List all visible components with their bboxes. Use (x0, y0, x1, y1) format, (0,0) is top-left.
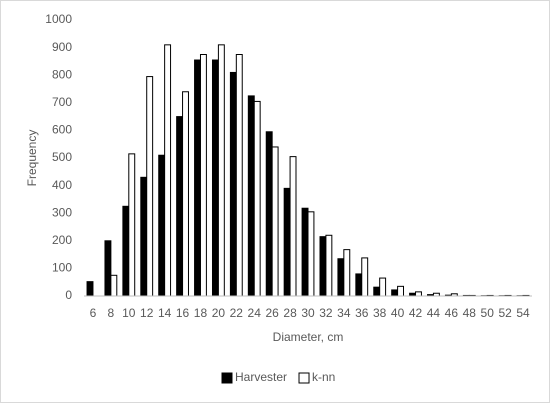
x-axis-title: Diameter, cm (273, 330, 344, 344)
bar (104, 240, 112, 297)
x-tick-label: 30 (301, 306, 315, 320)
bar (343, 249, 351, 297)
y-tick-label: 300 (52, 205, 72, 219)
bar (229, 71, 237, 297)
bar (289, 156, 297, 297)
x-tick-label: 50 (481, 306, 495, 320)
bar (211, 59, 219, 297)
bar (235, 54, 243, 297)
x-tick-label: 34 (337, 306, 351, 320)
bar (128, 153, 136, 297)
bar (319, 236, 327, 297)
bar (253, 100, 261, 297)
x-tick-label: 18 (194, 306, 208, 320)
x-tick-label: 52 (498, 306, 512, 320)
legend-swatch (298, 372, 310, 384)
y-tick-label: 400 (52, 178, 72, 192)
bar (110, 274, 118, 297)
x-tick-label: 8 (108, 306, 115, 320)
bar (355, 273, 363, 297)
y-tick-label: 800 (52, 67, 72, 81)
bar (391, 289, 399, 297)
bar (415, 291, 422, 297)
bar (361, 257, 369, 297)
x-tick-label: 36 (355, 306, 369, 320)
y-tick-label: 900 (52, 40, 72, 54)
x-tick-label: 24 (248, 306, 262, 320)
x-tick-label: 26 (265, 306, 279, 320)
x-tick-label: 16 (176, 306, 190, 320)
bar (199, 54, 207, 297)
bar (182, 91, 189, 297)
bar (164, 44, 172, 297)
bar (217, 44, 225, 297)
x-tick-label: 44 (427, 306, 441, 320)
bar (379, 277, 387, 297)
bar (140, 176, 148, 297)
legend-label: k-nn (312, 370, 335, 384)
bar (301, 207, 309, 297)
y-tick-label: 1000 (45, 12, 72, 26)
bar (247, 95, 255, 297)
legend-label: Harvester (235, 370, 287, 384)
y-tick-label: 0 (65, 288, 72, 302)
bar (194, 59, 201, 297)
bar (283, 187, 291, 297)
y-axis-title: Frequency (25, 130, 39, 187)
bar (337, 258, 345, 297)
y-tick-label: 100 (52, 261, 72, 275)
x-tick-label: 48 (463, 306, 477, 320)
legend-swatch (221, 372, 233, 384)
x-tick-label: 20 (212, 306, 226, 320)
x-tick-label: 14 (158, 306, 172, 320)
bar (122, 205, 130, 297)
bar (271, 146, 279, 297)
x-tick-label: 42 (409, 306, 423, 320)
x-tick-label: 10 (122, 306, 136, 320)
x-tick-label: 28 (283, 306, 297, 320)
x-tick-label: 54 (516, 306, 530, 320)
x-tick-label: 40 (391, 306, 405, 320)
bar (397, 285, 405, 297)
bar (158, 154, 166, 297)
x-tick-label: 22 (230, 306, 244, 320)
x-tick-label: 6 (90, 306, 97, 320)
y-tick-label: 500 (52, 150, 72, 164)
x-tick-label: 46 (445, 306, 459, 320)
y-tick-label: 200 (52, 233, 72, 247)
bar (146, 76, 154, 297)
x-tick-label: 38 (373, 306, 387, 320)
y-tick-label: 700 (52, 95, 72, 109)
bar (325, 234, 333, 297)
bar (373, 286, 381, 297)
bar (176, 116, 184, 297)
bar (307, 211, 315, 297)
x-tick-label: 32 (319, 306, 333, 320)
bar (86, 281, 94, 297)
x-tick-label: 12 (140, 306, 154, 320)
bar (265, 131, 273, 297)
y-tick-label: 600 (52, 123, 72, 137)
